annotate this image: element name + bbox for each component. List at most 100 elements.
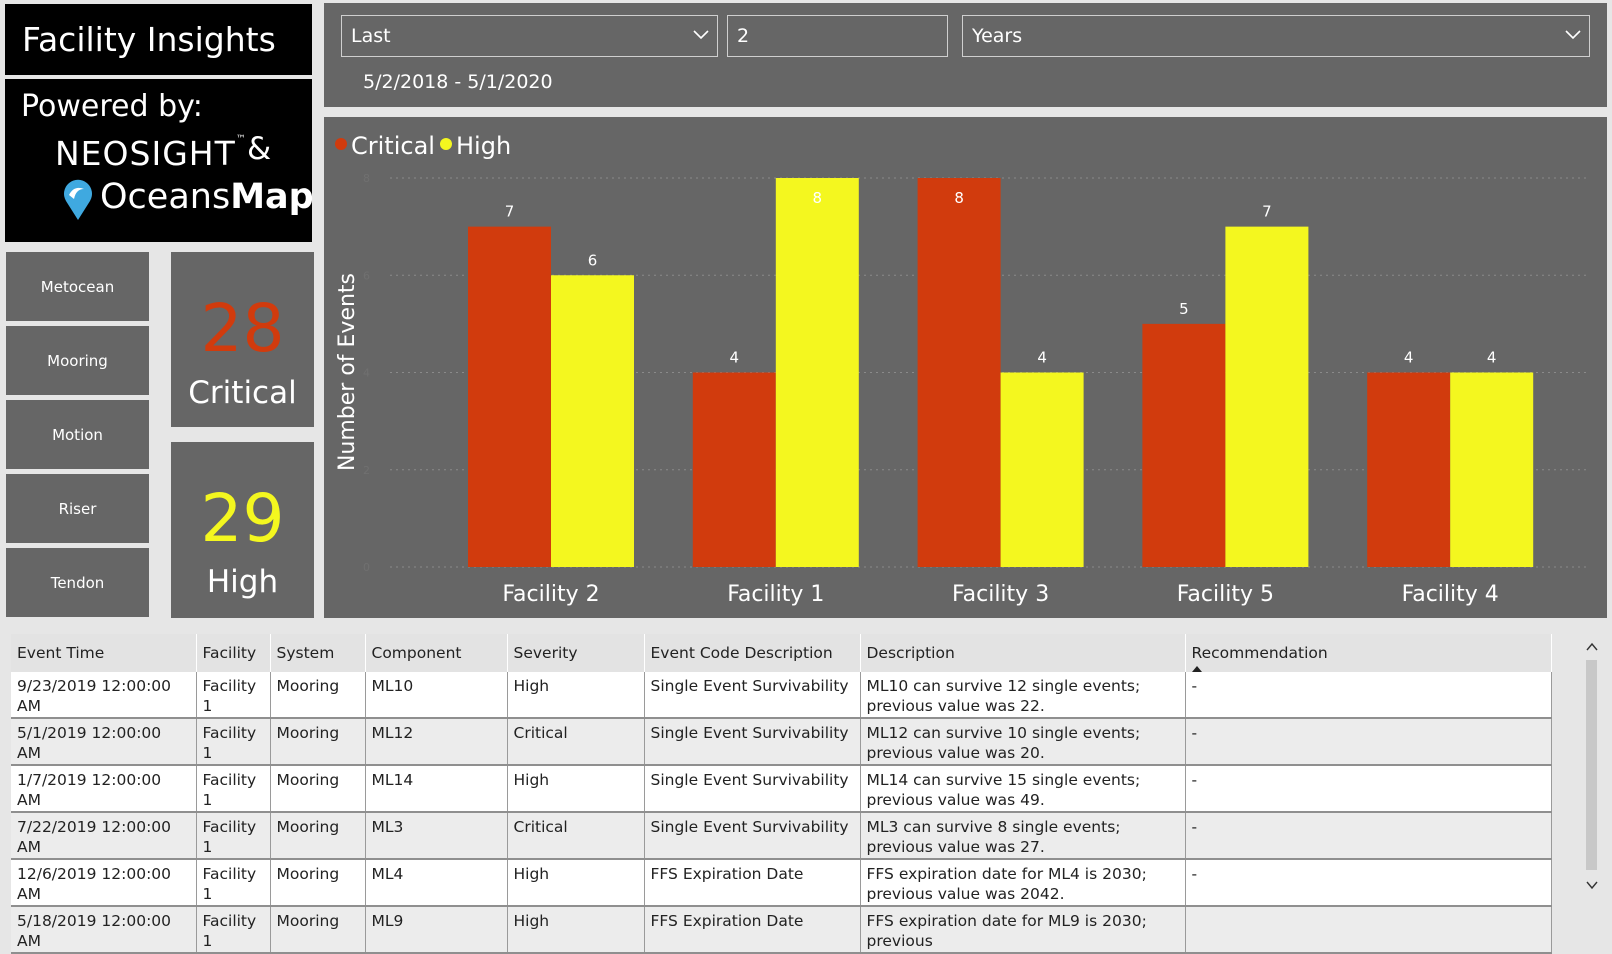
y-tick-label: 8: [363, 172, 370, 185]
bar: [551, 275, 634, 567]
bar: [1142, 323, 1226, 567]
table-cell: ML14 can survive 15 single events; previ…: [860, 765, 1186, 813]
table-cell: FFS expiration date for ML4 is 2030; pre…: [860, 859, 1186, 907]
powered-by-label: Powered by:: [21, 89, 203, 124]
data-label: 8: [813, 189, 823, 207]
kpi-high-card: 29 High: [171, 442, 314, 618]
table-row[interactable]: 1/7/2019 12:00:00 AM Facility 1 Mooring ML1…: [11, 765, 1552, 813]
legend-label: High: [456, 132, 511, 160]
table-cell: -: [1185, 812, 1552, 860]
column-header[interactable]: Event Code Description: [644, 634, 861, 672]
column-header[interactable]: Description: [860, 634, 1186, 672]
table-cell: -: [1185, 718, 1552, 766]
x-tick-label: Facility 1: [727, 582, 824, 607]
oceansmap-pin-icon: [64, 179, 92, 220]
table-scrollbar[interactable]: [1582, 630, 1602, 916]
table-cell: Critical: [507, 718, 645, 766]
table-cell: 9/23/2019 12:00:00 AM: [11, 672, 197, 719]
column-header[interactable]: Severity: [507, 634, 645, 672]
bar: [692, 372, 776, 567]
bar: [1000, 372, 1084, 567]
table-cell: Single Event Survivability: [644, 812, 861, 860]
table-cell: 5/1/2019 12:00:00 AM: [11, 718, 197, 766]
table-cell: Mooring: [270, 718, 366, 766]
y-tick-label: 0: [363, 561, 370, 574]
table-cell: [1185, 906, 1552, 954]
scroll-thumb[interactable]: [1586, 660, 1597, 870]
table-cell: ML3 can survive 8 single events; previou…: [860, 812, 1186, 860]
kpi-high-value: 29: [200, 480, 285, 557]
y-axis-label: Number of Events: [335, 273, 360, 471]
column-header[interactable]: System: [270, 634, 366, 672]
events-table-panel: Event Time Facility System Component Severit…: [5, 630, 1607, 954]
scroll-down-icon[interactable]: [1586, 880, 1598, 890]
table-cell: ML12: [365, 718, 508, 766]
table-row[interactable]: 7/22/2019 12:00:00 AM Facility 1 Mooring ML…: [11, 812, 1552, 860]
table-row[interactable]: 9/23/2019 12:00:00 AM Facility 1 Mooring ML…: [11, 672, 1552, 719]
nav-button-motion[interactable]: Motion: [6, 400, 149, 469]
table-cell: Mooring: [270, 765, 366, 813]
table-header-row: Event Time Facility System Component Severit…: [11, 634, 1552, 672]
period-dropdown[interactable]: Last: [341, 15, 718, 57]
neosight-logo: NEOSIGHT™: [55, 134, 247, 173]
nav-button-riser[interactable]: Riser: [6, 474, 149, 543]
table-cell: 5/18/2019 12:00:00 AM: [11, 906, 197, 954]
column-header[interactable]: Recommendation: [1185, 634, 1552, 672]
table-cell: High: [507, 672, 645, 719]
unit-dropdown[interactable]: Years: [962, 15, 1590, 57]
table-cell: Facility 1: [196, 672, 271, 719]
bar: [917, 178, 1001, 567]
table-cell: Facility 1: [196, 906, 271, 954]
data-label: 8: [954, 189, 964, 207]
table-row[interactable]: 5/18/2019 12:00:00 AM Facility 1 Mooring ML…: [11, 906, 1552, 954]
nav-button-mooring[interactable]: Mooring: [6, 326, 149, 395]
map-text: Map: [230, 177, 314, 217]
legend-marker: [335, 138, 347, 150]
x-tick-label: Facility 4: [1402, 582, 1499, 607]
table-cell: FFS Expiration Date: [644, 859, 861, 907]
column-header[interactable]: Component: [365, 634, 508, 672]
table-cell: Mooring: [270, 859, 366, 907]
nav-button-label: Riser: [58, 499, 97, 518]
neosight-logo-text: NEOSIGHT: [55, 134, 236, 173]
table-cell: FFS expiration date for ML9 is 2030; pre…: [860, 906, 1186, 954]
column-header[interactable]: Facility: [196, 634, 271, 672]
table-cell: ML10: [365, 672, 508, 719]
table-cell: Single Event Survivability: [644, 672, 861, 719]
legend-marker: [440, 138, 452, 150]
column-header[interactable]: Event Time: [11, 634, 197, 672]
chevron-down-icon: [693, 30, 709, 40]
scroll-up-icon[interactable]: [1586, 642, 1598, 652]
y-tick-label: 2: [363, 464, 370, 477]
data-label: 7: [505, 203, 515, 221]
kpi-critical-value: 28: [200, 290, 285, 367]
table-row[interactable]: 12/6/2019 12:00:00 AM Facility 1 Mooring ML…: [11, 859, 1552, 907]
table-cell: Facility 1: [196, 765, 271, 813]
table-row[interactable]: 5/1/2019 12:00:00 AM Facility 1 Mooring ML1…: [11, 718, 1552, 766]
data-label: 4: [730, 349, 740, 367]
kpi-critical-label: Critical: [188, 375, 297, 411]
chart-panel: 0 2 4 6 8 Number of Events Critical High 7 6 Facil…: [324, 117, 1607, 618]
table-cell: Mooring: [270, 812, 366, 860]
app-title: Facility Insights: [5, 4, 312, 75]
data-label: 5: [1179, 300, 1189, 318]
table-cell: ML10 can survive 12 single events; previ…: [860, 672, 1186, 719]
ampersand-label: &: [247, 131, 272, 167]
table-cell: Mooring: [270, 672, 366, 719]
x-tick-label: Facility 5: [1177, 582, 1274, 607]
nav-button-tendon[interactable]: Tendon: [6, 548, 149, 617]
amount-input[interactable]: 2: [727, 15, 948, 57]
table-cell: Critical: [507, 812, 645, 860]
branding-panel: Powered by: NEOSIGHT™ & OceansMap: [5, 79, 314, 242]
table-cell: -: [1185, 672, 1552, 719]
table-cell: ML9: [365, 906, 508, 954]
nav-button-label: Metocean: [40, 277, 115, 296]
data-label: 7: [1262, 203, 1272, 221]
amount-value: 2: [737, 25, 750, 47]
data-label: 4: [1037, 349, 1047, 367]
events-table: Event Time Facility System Component Severit…: [11, 634, 1552, 954]
table-cell: 12/6/2019 12:00:00 AM: [11, 859, 197, 907]
legend-label: Critical: [351, 132, 435, 160]
nav-button-metocean[interactable]: Metocean: [6, 252, 149, 321]
table-cell: High: [507, 906, 645, 954]
